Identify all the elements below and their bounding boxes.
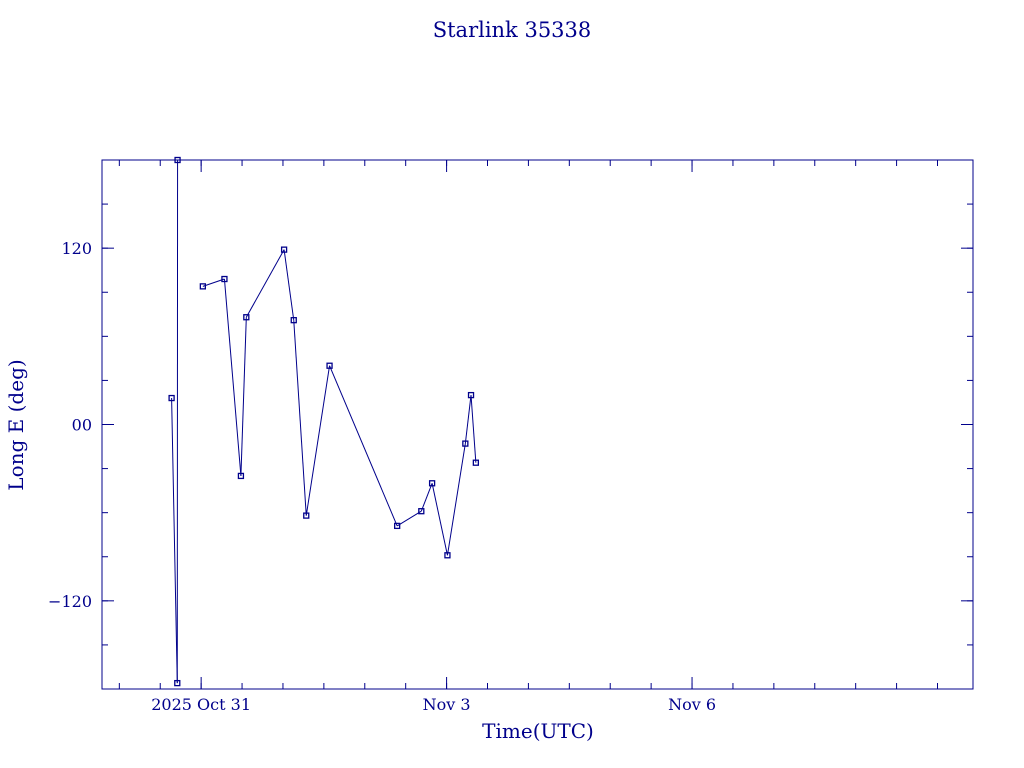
y-tick-label: 00 <box>72 416 92 435</box>
data-point <box>174 156 181 164</box>
data-point <box>394 522 401 530</box>
data-point <box>467 391 475 399</box>
x-tick-label: Nov 6 <box>668 695 716 714</box>
y-tick-label: 120 <box>61 239 92 258</box>
x-tick-label: Nov 3 <box>423 695 471 714</box>
x-tick-label: 2025 Oct 31 <box>151 695 251 714</box>
series-segment <box>470 395 477 463</box>
series-segment <box>171 398 178 684</box>
y-axis-label: Long E (deg) <box>4 359 28 490</box>
series-segment <box>283 249 295 321</box>
series-segment <box>420 483 433 512</box>
data-point <box>199 283 206 290</box>
data-point <box>418 508 425 515</box>
x-axis-label: Time(UTC) <box>482 719 594 743</box>
data-point <box>444 552 451 559</box>
series-segment <box>305 365 331 516</box>
data-point <box>280 246 288 253</box>
chart-title: Starlink 35338 <box>433 18 592 42</box>
data-point <box>472 459 480 466</box>
data-point <box>428 480 436 487</box>
data-point <box>237 472 245 480</box>
minor-ticks <box>102 160 973 689</box>
data-point <box>174 679 181 687</box>
series-segment <box>245 249 285 318</box>
data-point <box>290 317 297 324</box>
series-layer <box>168 156 480 687</box>
data-point <box>326 362 333 369</box>
series-segment <box>240 317 247 476</box>
data-point <box>168 394 175 402</box>
series-segment <box>446 443 466 556</box>
series-segment <box>223 278 242 476</box>
plot-frame <box>101 159 974 690</box>
data-point <box>462 440 469 447</box>
series-segment <box>431 483 448 556</box>
series-segment <box>293 320 307 516</box>
y-tick-label: −120 <box>48 592 92 611</box>
data-point <box>303 512 310 519</box>
series-segment <box>396 510 422 527</box>
series-segment <box>329 365 398 527</box>
data-point <box>243 314 250 321</box>
major-ticks <box>102 160 973 689</box>
series-segment <box>464 395 472 444</box>
series-segment <box>202 278 225 287</box>
tick-labels: 2025 Oct 31 Nov 3 Nov 6 120 00 −120 <box>48 239 716 714</box>
data-point <box>221 275 228 283</box>
